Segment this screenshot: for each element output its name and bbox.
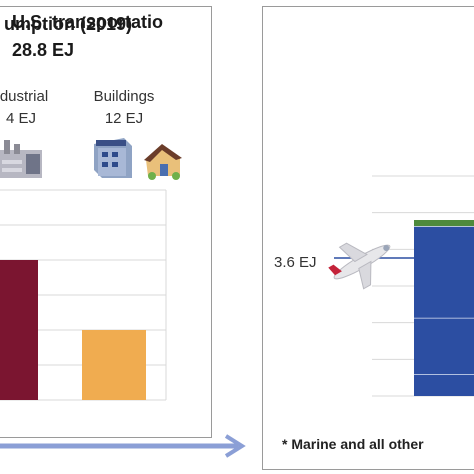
right-stacked-bars: [414, 220, 474, 396]
office-building-icon: [94, 138, 132, 178]
arrow-head-icon: [224, 434, 246, 458]
buildings-value: 12 EJ: [104, 110, 144, 127]
house-icon: [144, 144, 182, 180]
right-panel-title: U.S. transportatio: [12, 12, 164, 32]
bar-industrial: [0, 260, 38, 400]
buildings-label: Buildings: [93, 88, 155, 105]
left-bars: [0, 260, 146, 400]
industrial-value: 4 EJ: [5, 110, 36, 127]
right-panel-subtitle: 28.8 EJ: [12, 40, 75, 60]
stack-segment-3: [414, 220, 474, 227]
stack-segment-0: [414, 374, 474, 396]
aviation-value-label: 3.6 EJ: [274, 254, 317, 271]
bar-buildings: [82, 330, 146, 400]
stack-segment-2: [414, 226, 474, 318]
industrial-label: dustrial: [0, 88, 49, 105]
stack-segment-1: [414, 317, 474, 374]
footnote: * Marine and all other: [282, 436, 424, 452]
airplane-icon: [328, 242, 391, 290]
left-panel-title: umption (2019): [4, 14, 133, 34]
factory-icon: [0, 140, 42, 178]
